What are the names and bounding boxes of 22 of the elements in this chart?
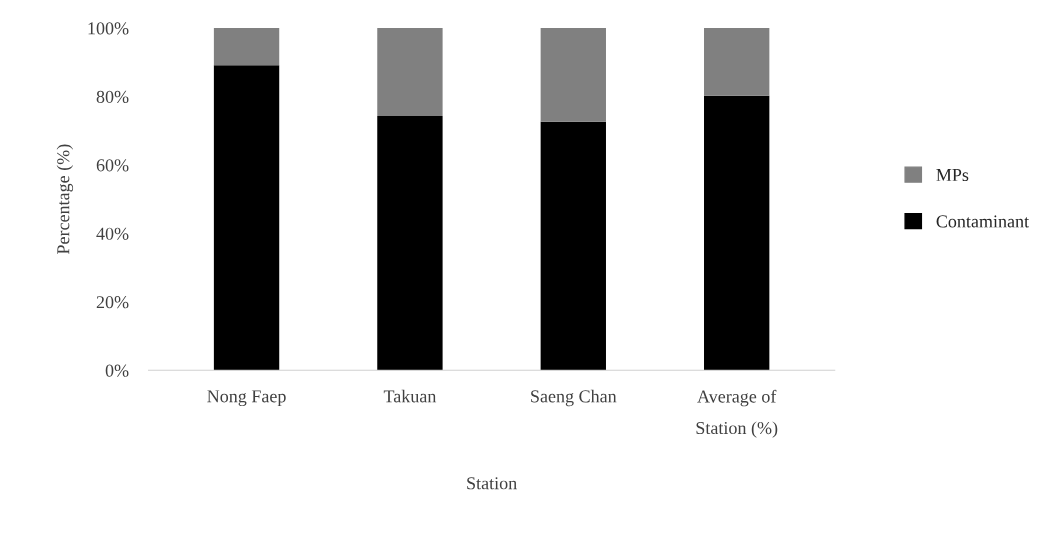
bar (213, 65, 280, 371)
bar (377, 115, 443, 371)
bar (540, 121, 606, 371)
y-tick-label: 100% (88, 22, 129, 35)
y-tick-label: 20% (96, 296, 129, 309)
y-tick-label: 40% (96, 227, 129, 240)
y-tick-label: 0% (105, 364, 129, 377)
x-tick-label: Nong Faep (207, 390, 286, 407)
x-tick-label: Average of Station (%) (696, 389, 778, 438)
y-tick-label: 60% (96, 159, 129, 172)
bar (704, 95, 770, 371)
x-tick-label: Saeng Chan (531, 389, 617, 407)
bar (540, 28, 606, 122)
bar (213, 28, 280, 66)
legend-label: MPs (936, 169, 969, 182)
bar (704, 28, 770, 96)
legend-label: Contaminant (936, 215, 1029, 228)
x-tick-label: Takuan (383, 389, 437, 403)
y-axis-title: Percentage (%) (56, 144, 74, 255)
y-tick-label: 80% (96, 90, 129, 103)
bar (377, 28, 443, 116)
x-axis-title: Station (467, 477, 517, 490)
